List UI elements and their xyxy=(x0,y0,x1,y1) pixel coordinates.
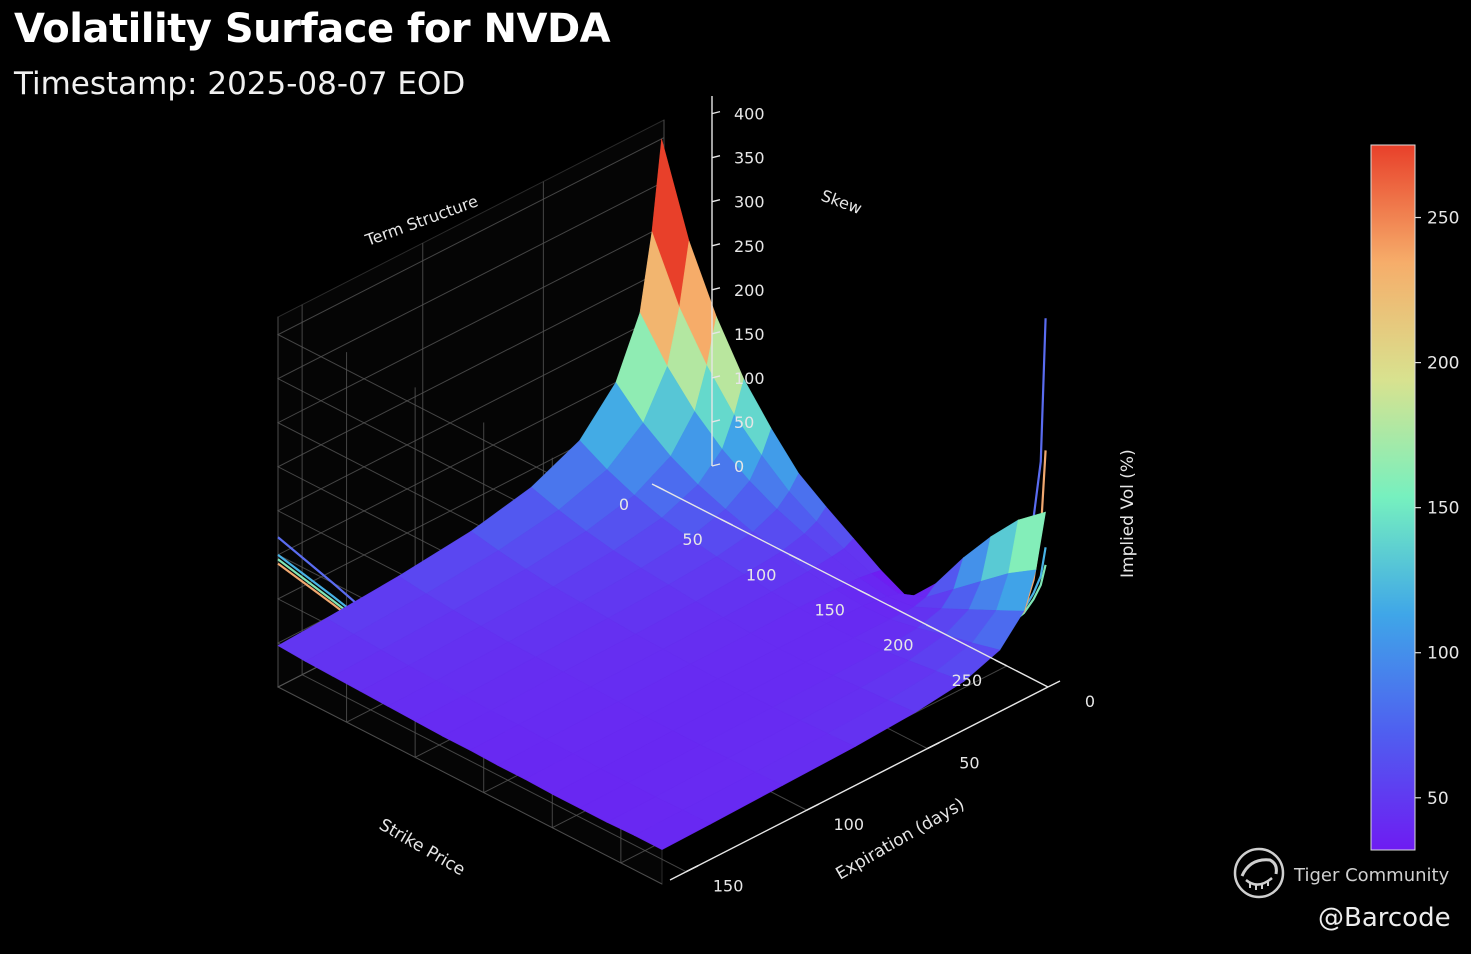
iv-surface xyxy=(277,138,1046,850)
axes xyxy=(651,96,1061,881)
colorbar-tick-label: 200 xyxy=(1427,354,1459,374)
grid-line-floor-expiry xyxy=(301,674,687,873)
colorbar-tick-label: 50 xyxy=(1427,789,1449,809)
chart-subtitle: Timestamp: 2025-08-07 EOD xyxy=(14,66,466,102)
z-axis-label: Implied Vol (%) xyxy=(1118,449,1138,578)
z-tick-label: 200 xyxy=(734,281,765,300)
colorbar-tick-label: 150 xyxy=(1427,499,1459,519)
z-tick-label: 50 xyxy=(734,413,754,432)
surface-patch xyxy=(1008,511,1046,574)
tick-labels: 0 50 100 150 200 250 0 50 100 150 0 50 100 150 200 250 3… xyxy=(619,105,1095,896)
z-tick-mark xyxy=(711,243,721,247)
z-tick-label: 250 xyxy=(734,237,765,256)
colorbar-tick-label: 100 xyxy=(1427,644,1459,664)
z-tick-mark xyxy=(711,419,721,423)
colorbar: 50 100 150 200 250 xyxy=(1370,144,1459,851)
z-tick-mark xyxy=(711,110,721,115)
chart-title: Volatility Surface for NVDA xyxy=(14,6,611,52)
x-tick-label: 0 xyxy=(619,495,629,514)
author-handle: @Barcode xyxy=(1318,903,1451,933)
brand-name: Tiger Community xyxy=(1294,864,1450,886)
y-tick-label: 0 xyxy=(1085,692,1095,711)
tiger-community-brand: Tiger Community xyxy=(1232,846,1449,904)
x-tick-mark xyxy=(857,588,871,597)
y-axis-line xyxy=(669,686,1049,881)
y-tick-mark xyxy=(806,803,820,811)
x-tick-mark xyxy=(788,553,802,561)
x-axis-label: Strike Price xyxy=(376,815,469,880)
z-tick-label: 0 xyxy=(734,457,744,476)
x-tick-label: 250 xyxy=(952,671,983,690)
z-tick-mark xyxy=(711,154,721,159)
panel-label-skew: Skew xyxy=(819,186,865,218)
y-tick-label: 150 xyxy=(713,877,744,896)
z-tick-mark xyxy=(711,199,721,203)
y-tick-label: 100 xyxy=(833,815,864,834)
x-tick-mark xyxy=(720,518,733,526)
y-tick-mark xyxy=(1047,680,1061,688)
y-tick-mark xyxy=(685,865,699,873)
z-tick-mark xyxy=(711,287,721,291)
z-tick-mark xyxy=(711,463,721,467)
x-tick-label: 150 xyxy=(814,601,845,620)
y-axis-label: Expiration (days) xyxy=(833,794,969,884)
z-tick-mark xyxy=(711,375,721,379)
z-tick-label: 350 xyxy=(734,149,765,168)
x-tick-label: 100 xyxy=(746,565,777,584)
z-tick-mark xyxy=(711,331,721,335)
y-tick-label: 50 xyxy=(959,754,979,773)
tiger-logo-icon xyxy=(1232,846,1286,904)
y-tick-mark xyxy=(927,741,940,750)
z-tick-label: 150 xyxy=(734,325,765,344)
z-tick-label: 300 xyxy=(734,193,765,212)
surface-patch xyxy=(633,809,711,850)
colorbar-tick-label: 250 xyxy=(1427,209,1459,229)
x-tick-label: 200 xyxy=(883,636,914,655)
x-tick-mark xyxy=(651,483,665,491)
x-tick-mark xyxy=(925,624,939,632)
x-tick-label: 50 xyxy=(682,530,702,549)
z-tick-label: 100 xyxy=(734,369,765,388)
x-tick-mark xyxy=(994,659,1008,667)
z-tick-label: 400 xyxy=(734,105,765,124)
colorbar-gradient xyxy=(1370,144,1416,851)
